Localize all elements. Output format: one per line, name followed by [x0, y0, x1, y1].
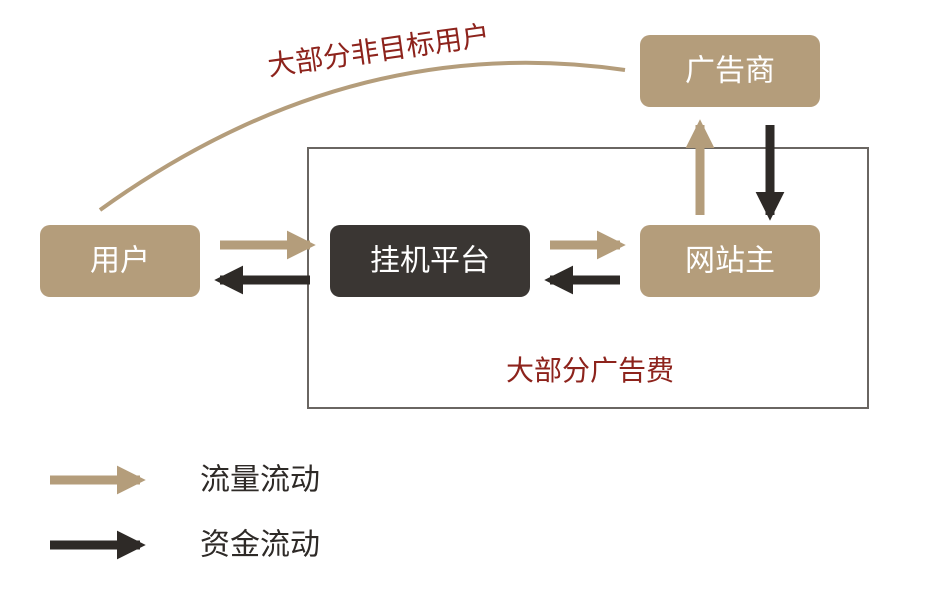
curve-user_to_advertiser_curve	[100, 63, 625, 210]
node-label-webmaster: 网站主	[685, 245, 775, 278]
annotation-ad_fee: 大部分广告费	[506, 355, 674, 386]
node-platform: 挂机平台	[330, 225, 530, 297]
node-user: 用户	[40, 225, 200, 297]
node-label-user: 用户	[90, 245, 150, 278]
node-advertiser: 广告商	[640, 35, 820, 107]
node-label-advertiser: 广告商	[685, 55, 775, 88]
diagram-canvas: 用户 挂机平台 网站主 广告商 大部分非目标用户大部分广告费流量流动资金流动	[0, 0, 946, 590]
annotation-non_target: 大部分非目标用户	[266, 20, 492, 82]
node-webmaster: 网站主	[640, 225, 820, 297]
legend-label-legend_traffic: 流量流动	[200, 464, 320, 497]
node-label-platform: 挂机平台	[370, 245, 490, 278]
legend-label-legend_money: 资金流动	[200, 529, 320, 562]
